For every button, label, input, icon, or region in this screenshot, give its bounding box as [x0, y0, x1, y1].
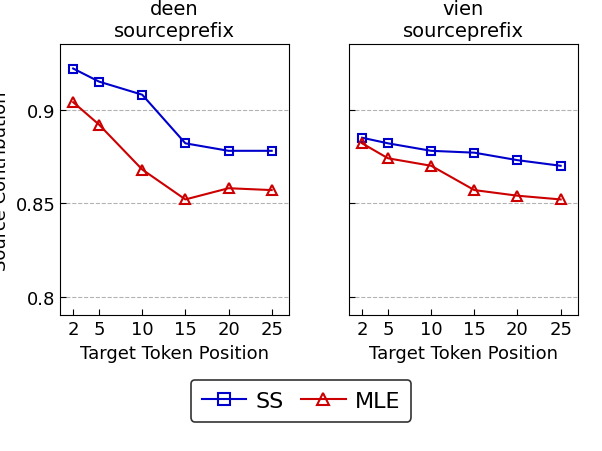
- X-axis label: Target Token Position: Target Token Position: [369, 344, 558, 362]
- Title: vien
sourceprefix: vien sourceprefix: [403, 0, 524, 41]
- Y-axis label: Source Contribution: Source Contribution: [0, 91, 10, 270]
- Legend: SS, MLE: SS, MLE: [191, 380, 411, 422]
- X-axis label: Target Token Position: Target Token Position: [80, 344, 269, 362]
- Title: deen
sourceprefix: deen sourceprefix: [114, 0, 235, 41]
